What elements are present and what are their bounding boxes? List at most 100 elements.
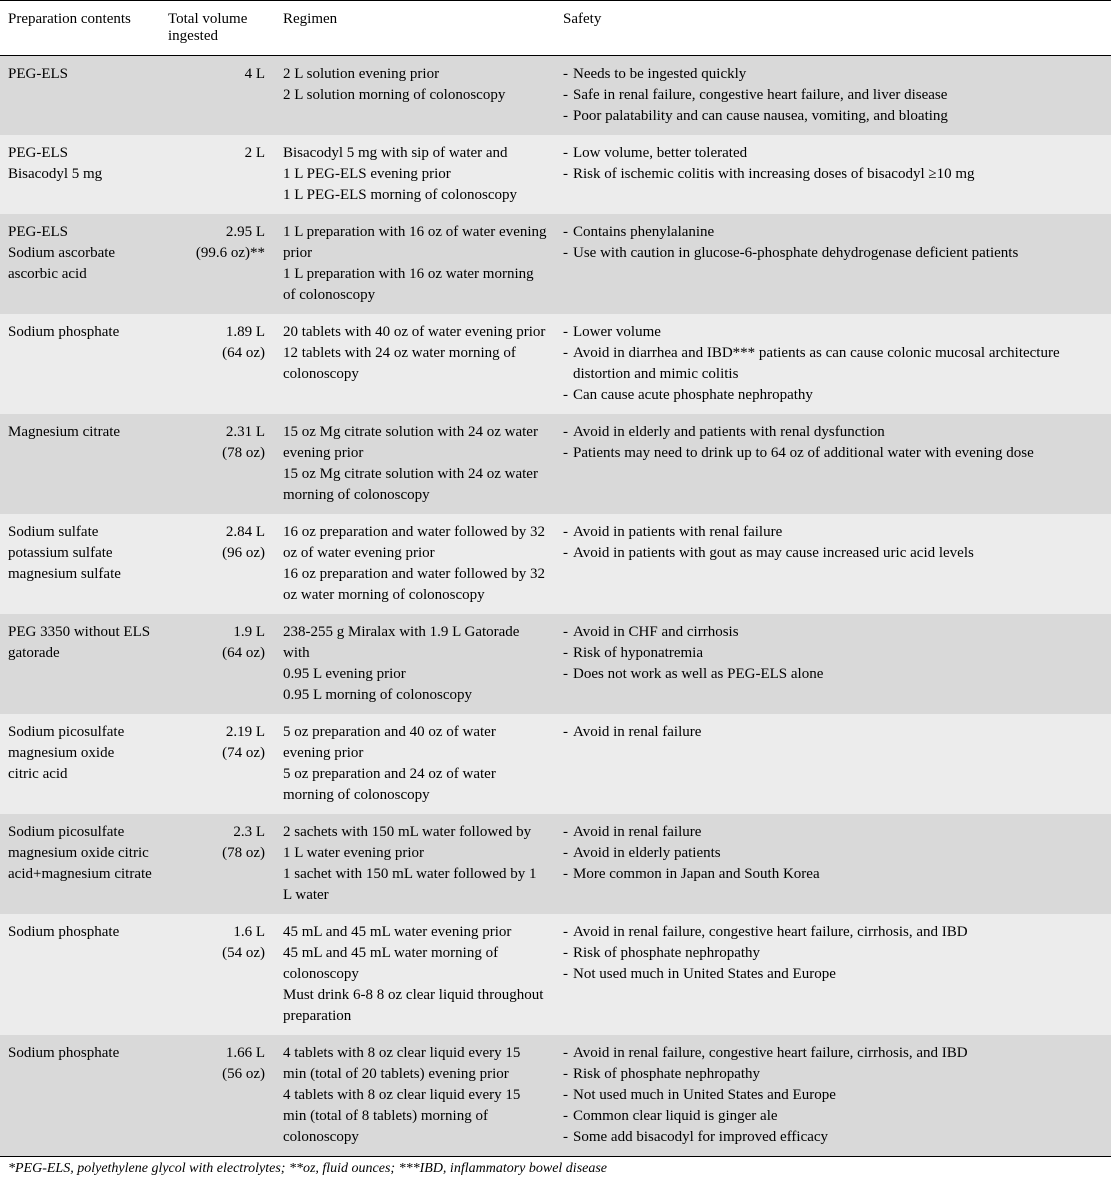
safety-item: Avoid in renal failure, congestive heart… bbox=[563, 922, 1103, 943]
cell-volume: 2 L bbox=[160, 135, 275, 214]
safety-item: Some add bisacodyl for improved efficacy bbox=[563, 1127, 1103, 1148]
cell-prep: Sodium sulfatepotassium sulfatemagnesium… bbox=[0, 514, 160, 614]
safety-item: Lower volume bbox=[563, 322, 1103, 343]
safety-item: Does not work as well as PEG-ELS alone bbox=[563, 664, 1103, 685]
col-header-safety: Safety bbox=[555, 1, 1111, 56]
cell-volume: 2.84 L(96 oz) bbox=[160, 514, 275, 614]
safety-item: Poor palatability and can cause nausea, … bbox=[563, 106, 1103, 127]
regimen-line: 45 mL and 45 mL water evening prior bbox=[283, 922, 547, 943]
regimen-line: 20 tablets with 40 oz of water evening p… bbox=[283, 322, 547, 343]
regimen-line: Bisacodyl 5 mg with sip of water and bbox=[283, 143, 547, 164]
cell-safety: Avoid in patients with renal failureAvoi… bbox=[555, 514, 1111, 614]
prep-line: Sodium picosulfate bbox=[8, 822, 152, 843]
prep-line: magnesium oxide citric bbox=[8, 843, 152, 864]
prep-line: PEG-ELS bbox=[8, 143, 152, 164]
cell-safety: Contains phenylalanineUse with caution i… bbox=[555, 214, 1111, 314]
safety-item: Avoid in renal failure bbox=[563, 722, 1103, 743]
cell-prep: PEG 3350 without ELSgatorade bbox=[0, 614, 160, 714]
col-header-regimen: Regimen bbox=[275, 1, 555, 56]
safety-item: Can cause acute phosphate nephropathy bbox=[563, 385, 1103, 406]
cell-regimen: 16 oz preparation and water followed by … bbox=[275, 514, 555, 614]
table-row: Sodium picosulfatemagnesium oxide citric… bbox=[0, 814, 1111, 914]
prep-line: gatorade bbox=[8, 643, 152, 664]
safety-item: Avoid in elderly and patients with renal… bbox=[563, 422, 1103, 443]
safety-list: Avoid in CHF and cirrhosisRisk of hypona… bbox=[563, 622, 1103, 685]
table-row: PEG 3350 without ELSgatorade1.9 L(64 oz)… bbox=[0, 614, 1111, 714]
safety-item: Avoid in renal failure bbox=[563, 822, 1103, 843]
prep-line: citric acid bbox=[8, 764, 152, 785]
prep-line: ascorbic acid bbox=[8, 264, 152, 285]
vol-line: 2 L bbox=[168, 143, 265, 164]
regimen-line: 0.95 L evening prior bbox=[283, 664, 547, 685]
vol-line: 1.9 L bbox=[168, 622, 265, 643]
vol-line: 1.6 L bbox=[168, 922, 265, 943]
safety-item: More common in Japan and South Korea bbox=[563, 864, 1103, 885]
safety-item: Not used much in United States and Europ… bbox=[563, 964, 1103, 985]
cell-prep: Magnesium citrate bbox=[0, 414, 160, 514]
regimen-line: 15 oz Mg citrate solution with 24 oz wat… bbox=[283, 422, 547, 464]
regimen-line: 2 L solution evening prior bbox=[283, 64, 547, 85]
safety-list: Avoid in renal failureAvoid in elderly p… bbox=[563, 822, 1103, 885]
safety-list: Avoid in patients with renal failureAvoi… bbox=[563, 522, 1103, 564]
cell-safety: Avoid in renal failure, congestive heart… bbox=[555, 1035, 1111, 1157]
prep-line: PEG-ELS bbox=[8, 222, 152, 243]
table-body: PEG-ELS4 L2 L solution evening prior2 L … bbox=[0, 56, 1111, 1157]
cell-regimen: 15 oz Mg citrate solution with 24 oz wat… bbox=[275, 414, 555, 514]
cell-safety: Avoid in renal failure, congestive heart… bbox=[555, 914, 1111, 1035]
safety-list: Avoid in elderly and patients with renal… bbox=[563, 422, 1103, 464]
vol-line: 4 L bbox=[168, 64, 265, 85]
cell-volume: 1.9 L(64 oz) bbox=[160, 614, 275, 714]
safety-item: Patients may need to drink up to 64 oz o… bbox=[563, 443, 1103, 464]
cell-safety: Avoid in renal failure bbox=[555, 714, 1111, 814]
cell-prep: Sodium picosulfatemagnesium oxide citric… bbox=[0, 814, 160, 914]
col-header-prep: Preparation contents bbox=[0, 1, 160, 56]
table-header: Preparation contents Total volume ingest… bbox=[0, 1, 1111, 56]
vol-line: (64 oz) bbox=[168, 343, 265, 364]
safety-item: Low volume, better tolerated bbox=[563, 143, 1103, 164]
safety-list: Needs to be ingested quicklySafe in rena… bbox=[563, 64, 1103, 127]
prep-line: magnesium oxide bbox=[8, 743, 152, 764]
cell-regimen: 45 mL and 45 mL water evening prior45 mL… bbox=[275, 914, 555, 1035]
cell-volume: 1.89 L(64 oz) bbox=[160, 314, 275, 414]
cell-safety: Lower volumeAvoid in diarrhea and IBD***… bbox=[555, 314, 1111, 414]
prep-line: Bisacodyl 5 mg bbox=[8, 164, 152, 185]
cell-volume: 2.19 L(74 oz) bbox=[160, 714, 275, 814]
cell-prep: Sodium picosulfatemagnesium oxidecitric … bbox=[0, 714, 160, 814]
regimen-line: 1 L water evening prior bbox=[283, 843, 547, 864]
cell-regimen: Bisacodyl 5 mg with sip of water and1 L … bbox=[275, 135, 555, 214]
safety-item: Risk of phosphate nephropathy bbox=[563, 943, 1103, 964]
cell-safety: Avoid in elderly and patients with renal… bbox=[555, 414, 1111, 514]
cell-prep: PEG-ELSBisacodyl 5 mg bbox=[0, 135, 160, 214]
safety-list: Avoid in renal failure, congestive heart… bbox=[563, 922, 1103, 985]
safety-item: Avoid in patients with gout as may cause… bbox=[563, 543, 1103, 564]
regimen-line: 0.95 L morning of colonoscopy bbox=[283, 685, 547, 706]
cell-safety: Avoid in CHF and cirrhosisRisk of hypona… bbox=[555, 614, 1111, 714]
regimen-line: 45 mL and 45 mL water morning of colonos… bbox=[283, 943, 547, 985]
prep-line: Sodium sulfate bbox=[8, 522, 152, 543]
cell-regimen: 238-255 g Miralax with 1.9 L Gatorade wi… bbox=[275, 614, 555, 714]
cell-volume: 2.3 L(78 oz) bbox=[160, 814, 275, 914]
safety-item: Use with caution in glucose-6-phosphate … bbox=[563, 243, 1103, 264]
cell-regimen: 20 tablets with 40 oz of water evening p… bbox=[275, 314, 555, 414]
cell-regimen: 2 sachets with 150 mL water followed by1… bbox=[275, 814, 555, 914]
cell-prep: Sodium phosphate bbox=[0, 1035, 160, 1157]
table-row: PEG-ELS4 L2 L solution evening prior2 L … bbox=[0, 56, 1111, 136]
regimen-line: 4 tablets with 8 oz clear liquid every 1… bbox=[283, 1043, 547, 1085]
regimen-line: 1 L preparation with 16 oz water morning… bbox=[283, 264, 547, 306]
regimen-line: 4 tablets with 8 oz clear liquid every 1… bbox=[283, 1085, 547, 1148]
safety-item: Avoid in diarrhea and IBD*** patients as… bbox=[563, 343, 1103, 385]
safety-item: Risk of ischemic colitis with increasing… bbox=[563, 164, 1103, 185]
cell-volume: 1.66 L(56 oz) bbox=[160, 1035, 275, 1157]
cell-regimen: 5 oz preparation and 40 oz of water even… bbox=[275, 714, 555, 814]
prep-line: Sodium phosphate bbox=[8, 922, 152, 943]
prep-line: potassium sulfate bbox=[8, 543, 152, 564]
safety-item: Not used much in United States and Europ… bbox=[563, 1085, 1103, 1106]
prep-line: Sodium phosphate bbox=[8, 1043, 152, 1064]
safety-item: Risk of phosphate nephropathy bbox=[563, 1064, 1103, 1085]
vol-line: (99.6 oz)** bbox=[168, 243, 265, 264]
footnote: *PEG-ELS, polyethylene glycol with elect… bbox=[0, 1157, 1111, 1182]
prep-line: Sodium picosulfate bbox=[8, 722, 152, 743]
safety-item: Safe in renal failure, congestive heart … bbox=[563, 85, 1103, 106]
vol-line: 2.31 L bbox=[168, 422, 265, 443]
cell-prep: Sodium phosphate bbox=[0, 914, 160, 1035]
